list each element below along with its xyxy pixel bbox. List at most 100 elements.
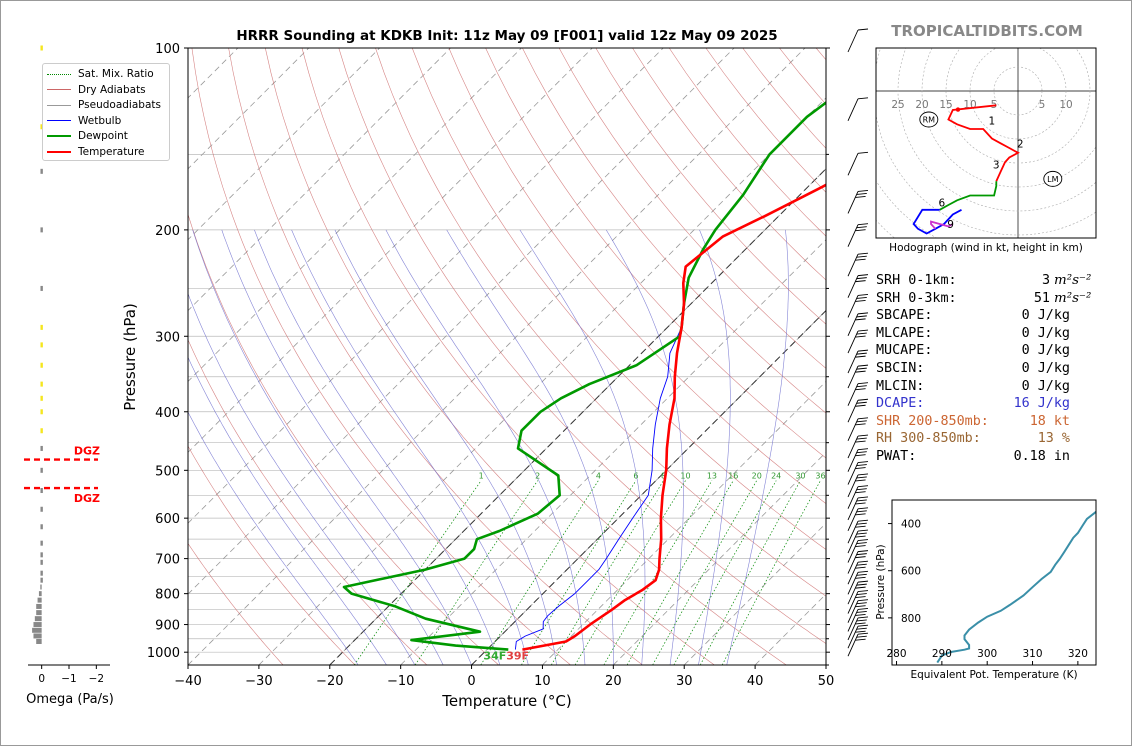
dry-adiabat	[188, 213, 499, 665]
theta-e-y-tick-label: 400	[901, 519, 921, 531]
stat-unit: m²s⁻²	[1054, 290, 1092, 306]
isotherm	[0, 48, 25, 665]
wind-barb	[847, 417, 869, 441]
y-tick-label: 600	[155, 512, 180, 527]
omega-bar	[40, 362, 43, 368]
skewt-grid	[0, 48, 826, 665]
mixing-ratio-line	[699, 480, 801, 665]
site-watermark: TROPICALTIDBITS.COM	[891, 22, 1083, 40]
wind-barb	[847, 485, 869, 509]
sounding-stats: SRH 0-1km: 3 m²s⁻² SRH 0-3km: 51 m²s⁻² SBCAPE:…	[876, 272, 1106, 466]
mixing-ratio-line	[574, 480, 686, 665]
wind-barb	[847, 507, 869, 531]
pseudoadiabat	[334, 229, 557, 665]
wind-barb	[847, 274, 869, 298]
legend-label: Dewpoint	[78, 130, 128, 142]
legend-item: Dewpoint	[47, 129, 128, 143]
stat-label: SBCIN:	[876, 360, 925, 376]
pseudoadiabat	[698, 229, 731, 665]
pseudoadiabat	[188, 356, 387, 665]
stat-row: MUCAPE: 0 J/kg	[876, 342, 1106, 360]
wind-barb	[847, 560, 869, 585]
omega-tick-label: 0	[38, 673, 45, 685]
y-tick-label: 300	[155, 330, 180, 345]
storm-motion-label: RM	[923, 116, 936, 125]
x-axis-label: Temperature (°C)	[441, 692, 571, 710]
wind-barb	[847, 382, 869, 406]
legend-swatch	[47, 120, 71, 121]
stat-label: SHR 200-850mb:	[876, 413, 989, 429]
y-tick-label: 200	[155, 224, 180, 239]
temperature-profile	[522, 183, 826, 651]
wind-barb	[847, 448, 869, 472]
legend-swatch	[47, 135, 71, 137]
isotherm	[329, 168, 826, 665]
isotherm	[188, 48, 806, 665]
dry-adiabat	[338, 48, 826, 644]
legend: Sat. Mix. Ratio Dry Adiabats Pseudoadiabat…	[42, 63, 170, 161]
y-tick-label: 100	[155, 42, 180, 57]
wind-barbs	[847, 28, 869, 657]
dgz-label: DGZ	[74, 445, 100, 458]
omega-bar	[40, 570, 43, 576]
omega-bar	[40, 324, 43, 330]
stat-row: DCAPE: 16 J/kg	[876, 395, 1106, 413]
legend-label: Pseudoadiabats	[78, 99, 161, 111]
omega-bar	[40, 559, 43, 565]
hodo-height-label: 3	[993, 160, 1000, 172]
mixing-ratio-line	[414, 480, 538, 665]
chart-title: HRRR Sounding at KDKB Init: 11z May 09 […	[236, 28, 777, 44]
y-tick-label: 500	[155, 464, 180, 479]
pseudoadiabat	[188, 292, 416, 665]
wind-barb	[847, 349, 869, 374]
dry-adiabat	[558, 48, 826, 369]
pseudoadiabat	[188, 411, 359, 665]
hodo-ring	[945, 48, 1091, 164]
hodo-ring	[993, 66, 1043, 116]
hodograph-trace: 1 2 3 69 RM LM	[912, 104, 1063, 235]
isotherm	[613, 451, 826, 665]
dry-adiabat	[485, 48, 826, 459]
wind-barb	[847, 364, 869, 389]
stat-value: 16 J/kg	[1013, 396, 1070, 412]
stat-row: SRH 0-1km: 3 m²s⁻²	[876, 272, 1106, 290]
legend-swatch	[47, 73, 71, 75]
wind-barb	[847, 461, 869, 485]
wind-barb	[847, 580, 869, 605]
wind-barb	[847, 632, 869, 657]
wind-barb	[847, 28, 869, 53]
mixing-ratio-label: 24	[771, 472, 781, 481]
wind-barb	[847, 590, 869, 614]
omega-bar	[36, 638, 42, 644]
isotherm-highlight	[471, 309, 826, 665]
dry-adiabat	[375, 48, 826, 597]
mixing-ratio-label: 30	[795, 472, 805, 481]
wind-barb	[847, 496, 869, 521]
mixing-ratio-line	[603, 480, 713, 665]
stat-row: SBCAPE: 0 J/kg	[876, 307, 1106, 325]
skewt-axes: 34F 39F −40 −30 −20 −10 0 10 20 30 40 50 100 200 300 40…	[147, 42, 834, 689]
omega-bar	[40, 488, 43, 494]
theta-e-x-tick-label: 310	[1023, 648, 1043, 660]
omega-bar	[36, 610, 42, 616]
omega-bar	[34, 616, 42, 622]
y-tick-label: 400	[155, 406, 180, 421]
hodo-start-marker	[955, 107, 961, 112]
stat-label: PWAT:	[876, 448, 917, 464]
stat-label: SBCAPE:	[876, 308, 933, 324]
pseudoadiabat	[726, 229, 789, 665]
mixing-ratio-label: 36	[815, 472, 825, 481]
legend-item: Dry Adiabats	[47, 83, 146, 97]
mixing-ratio-line	[354, 480, 482, 665]
wind-barb	[847, 97, 869, 122]
omega-bar	[40, 409, 43, 415]
isotherm	[683, 522, 826, 665]
legend-item: Pseudoadiabats	[47, 98, 161, 112]
hodo-ring-label: 10	[1059, 99, 1072, 111]
isotherm	[542, 380, 826, 665]
omega-bar	[40, 45, 43, 51]
mixing-ratio-label: 16	[728, 472, 738, 481]
hodo-segment	[939, 181, 998, 211]
wind-barb	[847, 434, 869, 459]
